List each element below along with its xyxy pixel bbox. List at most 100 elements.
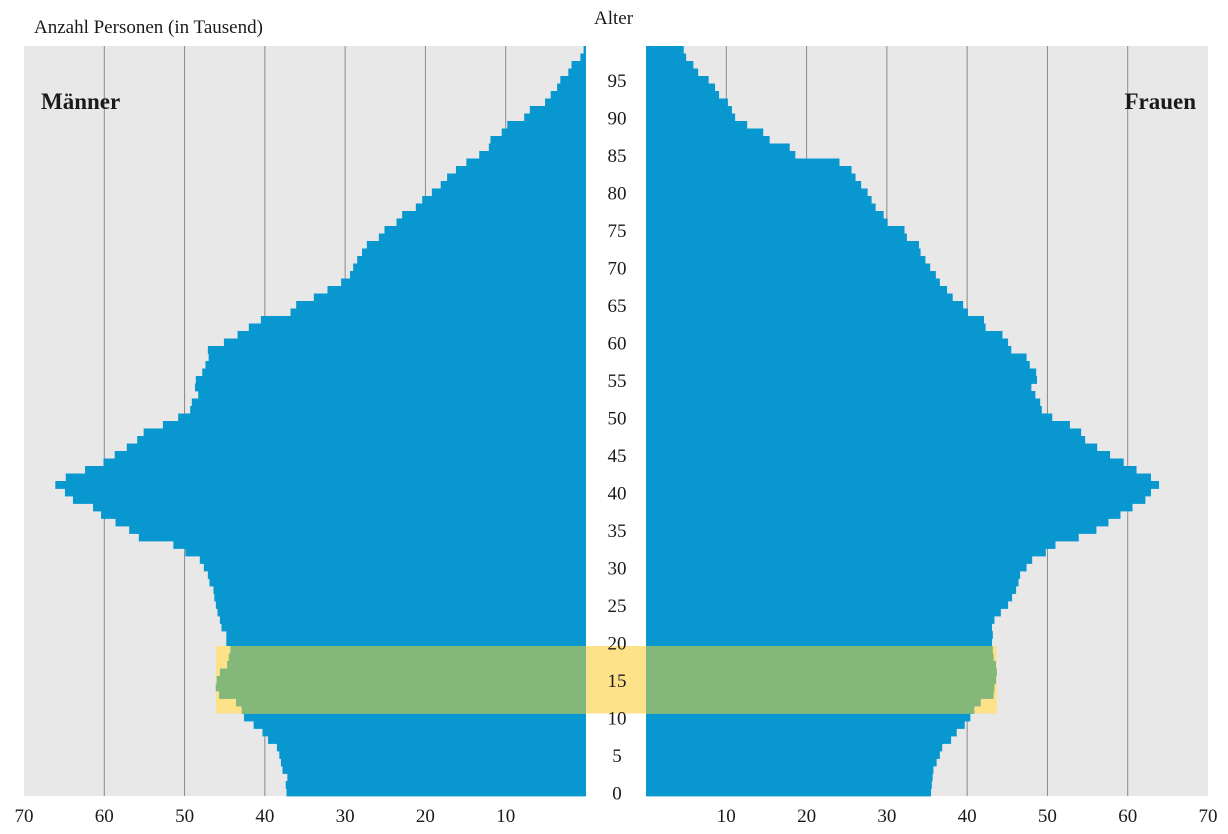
bar-maenner (353, 263, 586, 272)
bar-frauen (646, 323, 986, 332)
bar-maenner (202, 368, 586, 377)
bar-maenner (447, 173, 586, 182)
bar-frauen (646, 751, 940, 759)
bar-maenner (279, 751, 586, 759)
bar-frauen (646, 608, 1001, 617)
age-tick-label: 85 (608, 146, 627, 167)
bar-frauen (646, 61, 694, 69)
bar-frauen (646, 106, 732, 114)
bar-frauen (646, 638, 993, 647)
x-tick-label-right: 10 (717, 806, 736, 827)
highlight-band (215, 646, 997, 714)
bar-frauen (646, 488, 1151, 497)
x-tick-label-right: 30 (877, 806, 896, 827)
highlight-overlap-maenner (235, 698, 586, 707)
bar-frauen (646, 256, 926, 264)
bar-frauen (646, 578, 1019, 587)
bar-maenner (253, 721, 587, 729)
age-tick-label: 35 (608, 521, 627, 542)
age-tick-label: 5 (612, 746, 622, 767)
x-tick-label-left: 60 (95, 806, 114, 827)
bar-frauen (646, 68, 699, 77)
bar-frauen (646, 391, 1036, 399)
highlight-overlap-maenner (228, 653, 586, 662)
bar-maenner (173, 541, 586, 549)
bar-frauen (646, 301, 964, 309)
age-tick-label: 60 (608, 333, 627, 354)
age-tick-label: 10 (608, 708, 627, 729)
bar-frauen (646, 623, 993, 632)
bar-maenner (268, 736, 586, 744)
highlight-overlap-maenner (230, 646, 586, 654)
bar-frauen (646, 788, 932, 797)
age-tick-label: 25 (608, 596, 627, 617)
highlight-overlap-maenner (219, 668, 586, 677)
bar-frauen (646, 481, 1160, 489)
bar-maenner (185, 548, 587, 557)
bar-frauen (646, 211, 884, 219)
age-tick-label: 15 (608, 671, 627, 692)
bar-frauen (646, 758, 937, 767)
bar-frauen (646, 728, 957, 737)
bar-maenner (208, 353, 586, 362)
bar-frauen (646, 188, 868, 197)
bar-maenner (396, 218, 586, 227)
bar-frauen (646, 91, 720, 99)
bar-frauen (646, 121, 748, 129)
bar-frauen (646, 181, 862, 189)
highlight-overlap-frauen (646, 646, 993, 654)
bar-maenner (507, 121, 586, 129)
bar-maenner (199, 556, 586, 564)
legend-maenner: Männer (41, 89, 120, 114)
bar-frauen (646, 428, 1082, 437)
bar-maenner (101, 511, 587, 519)
bar-frauen (646, 766, 934, 774)
bar-maenner (215, 601, 586, 609)
bar-maenner (583, 46, 586, 54)
bar-maenner (137, 436, 586, 444)
bar-frauen (646, 53, 687, 62)
bar-maenner (571, 61, 586, 69)
age-tick-label: 90 (608, 108, 627, 129)
bar-frauen (646, 151, 796, 159)
bar-frauen (646, 526, 1097, 534)
age-tick-label: 45 (608, 446, 627, 467)
bar-maenner (64, 488, 586, 497)
bar-maenner (65, 473, 586, 482)
highlight-overlap-frauen (646, 706, 975, 714)
bar-maenner (282, 766, 586, 774)
bar-maenner (529, 106, 586, 114)
bar-maenner (524, 113, 586, 122)
age-tick-label: 95 (608, 71, 627, 92)
bar-frauen (646, 346, 1012, 354)
x-tick-label-left: 10 (496, 806, 515, 827)
bar-frauen (646, 98, 728, 107)
bar-maenner (260, 316, 586, 324)
bar-maenner (440, 181, 586, 189)
bar-frauen (646, 496, 1146, 504)
bar-frauen (646, 271, 936, 279)
bar-frauen (646, 226, 905, 234)
bar-frauen (646, 46, 684, 54)
bar-frauen (646, 196, 872, 204)
x-tick-label-left: 50 (175, 806, 194, 827)
bar-maenner (115, 518, 587, 527)
x-tick-label-right: 70 (1199, 806, 1218, 827)
bar-frauen (646, 413, 1053, 422)
bar-maenner (378, 233, 586, 242)
bar-maenner (207, 571, 586, 579)
bar-frauen (646, 286, 948, 294)
x-tick-label-left: 20 (416, 806, 435, 827)
age-tick-label: 55 (608, 371, 627, 392)
age-tick-label: 80 (608, 183, 627, 204)
bar-frauen (646, 503, 1133, 512)
bar-maenner (190, 406, 587, 414)
highlight-overlap-frauen (646, 661, 997, 669)
ticks-layer: 70 60 50 40 30 20 10 10 20 30 40 50 60 70 0 5 10 15 20 25 30… (15, 71, 1218, 827)
bar-maenner (207, 346, 586, 354)
bar-frauen (646, 263, 931, 272)
bar-frauen (646, 353, 1027, 362)
x-tick-label-right: 20 (797, 806, 816, 827)
bar-maenner (290, 308, 586, 317)
